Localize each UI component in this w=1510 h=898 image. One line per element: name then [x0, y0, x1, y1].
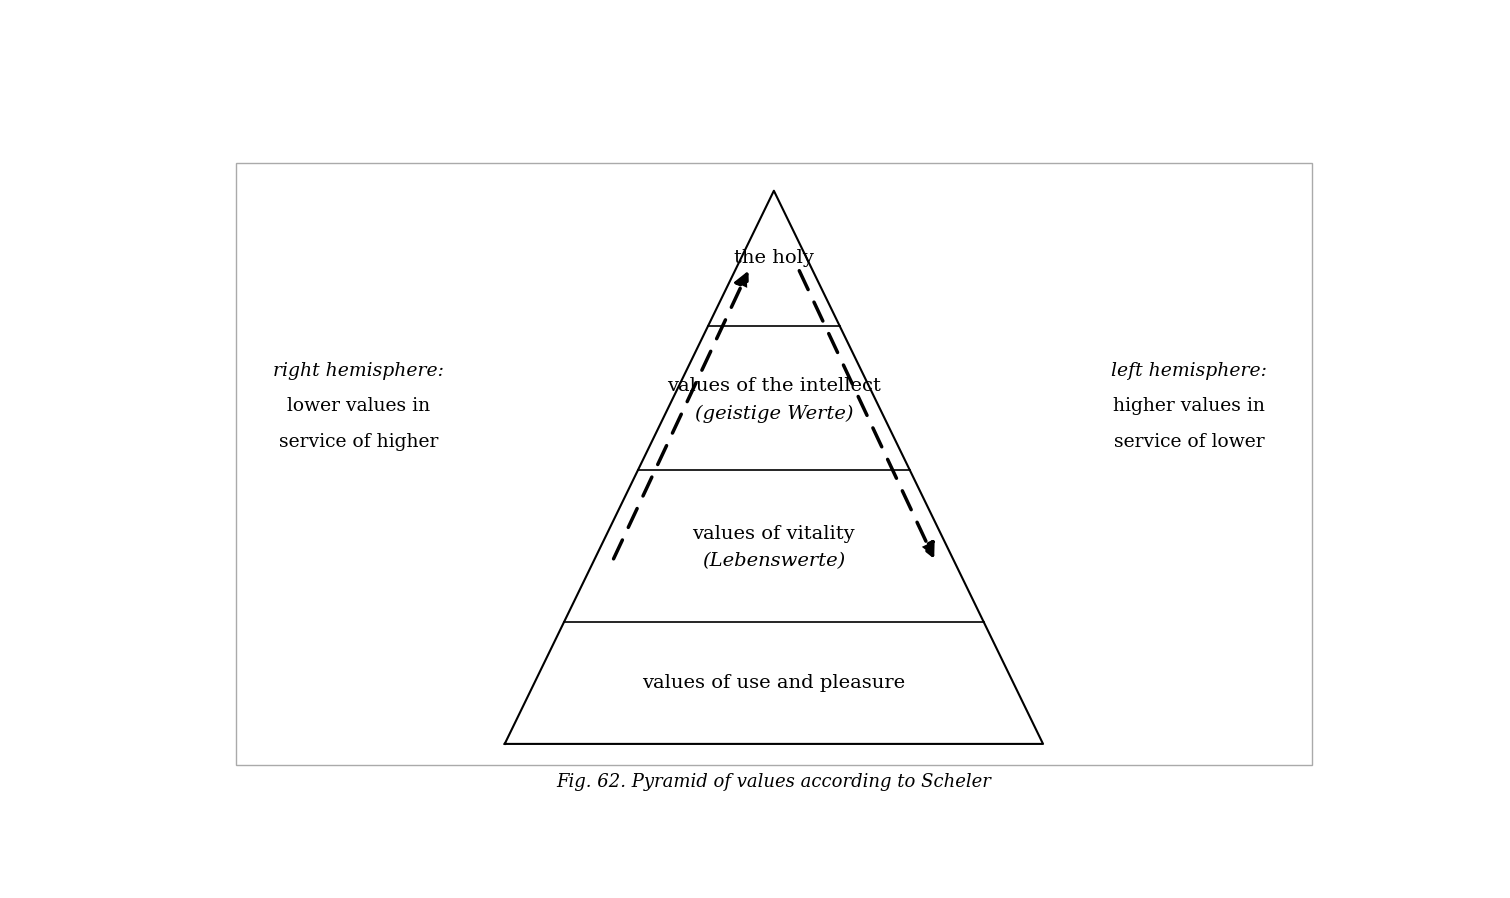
Text: Fig. 62. Pyramid of values according to Scheler: Fig. 62. Pyramid of values according to … [557, 773, 991, 791]
Text: the holy: the holy [734, 250, 814, 268]
Text: values of use and pleasure: values of use and pleasure [642, 674, 906, 692]
Text: values of vitality: values of vitality [693, 524, 855, 542]
Text: higher values in: higher values in [1113, 398, 1265, 416]
Text: right hemisphere:: right hemisphere: [273, 362, 444, 380]
Text: service of lower: service of lower [1114, 434, 1265, 452]
Text: (Lebenswerte): (Lebenswerte) [702, 552, 846, 570]
Text: (geistige Werte): (geistige Werte) [695, 404, 853, 423]
Text: service of higher: service of higher [279, 434, 438, 452]
Text: left hemisphere:: left hemisphere: [1111, 362, 1267, 380]
Text: lower values in: lower values in [287, 398, 430, 416]
Text: values of the intellect: values of the intellect [667, 377, 880, 395]
Bar [236, 163, 1312, 765]
